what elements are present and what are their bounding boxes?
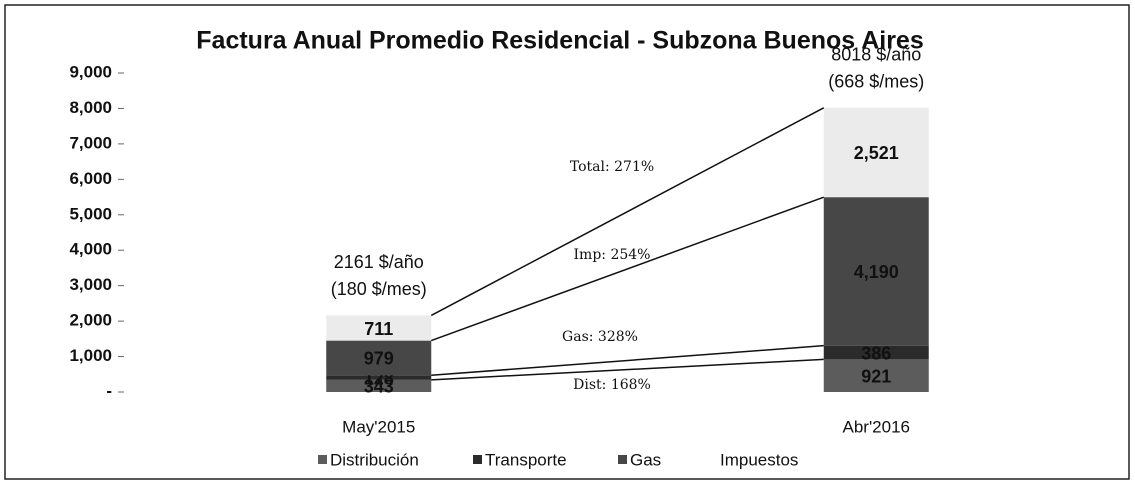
- bar-segment: [326, 375, 432, 380]
- chart-frame: [4, 4, 1130, 480]
- total-label: (180 $/mes): [331, 279, 427, 299]
- legend-label: Gas: [630, 450, 661, 469]
- growth-label: Gas: 328%: [562, 329, 638, 345]
- legend-label: Transporte: [485, 450, 567, 469]
- bar-segment: [326, 315, 432, 341]
- bar-segment: [823, 359, 929, 392]
- bar-segment: [823, 197, 929, 346]
- growth-line: [431, 344, 824, 377]
- bar-segment: [326, 340, 432, 376]
- y-tick-label: 6,000: [69, 169, 112, 188]
- x-tick-label: Abr'2016: [842, 417, 910, 436]
- bar-segment: [823, 345, 929, 360]
- growth-label: Imp: 254%: [574, 247, 651, 263]
- y-tick-label: 4,000: [69, 240, 112, 259]
- data-label: 4,190: [854, 262, 899, 282]
- growth-line: [431, 358, 824, 381]
- y-tick-label: 8,000: [69, 98, 112, 117]
- growth-label: Dist: 168%: [573, 377, 651, 393]
- legend-label: Impuestos: [720, 450, 798, 469]
- chart-title: Factura Anual Promedio Residencial - Sub…: [196, 27, 923, 55]
- bar-segment: [326, 379, 432, 392]
- bar-segment: [823, 107, 929, 198]
- total-label: (668 $/mes): [828, 72, 924, 92]
- legend-swatch: [618, 455, 627, 464]
- y-tick-label: 2,000: [69, 311, 112, 330]
- y-tick-label: -: [106, 381, 112, 400]
- y-tick-label: 7,000: [69, 133, 112, 152]
- total-label: 2161 $/año: [334, 252, 424, 272]
- growth-line: [430, 196, 825, 342]
- y-tick-label: 5,000: [69, 204, 112, 223]
- data-label: 343: [364, 377, 394, 397]
- data-label: 921: [861, 366, 891, 386]
- data-label: 979: [364, 349, 394, 369]
- x-tick-label: May'2015: [342, 417, 415, 436]
- data-label: 386: [861, 343, 891, 363]
- legend-swatch: [708, 455, 717, 464]
- legend-label: Distribución: [330, 450, 419, 469]
- legend-swatch: [318, 455, 327, 464]
- growth-line: [430, 107, 825, 317]
- y-tick-label: 9,000: [69, 62, 112, 81]
- data-label: 711: [364, 319, 393, 339]
- growth-label: Total: 271%: [570, 159, 654, 175]
- total-label: 8018 $/año: [831, 45, 921, 65]
- y-tick-label: 1,000: [69, 346, 112, 365]
- legend-swatch: [473, 455, 482, 464]
- y-tick-label: 3,000: [69, 275, 112, 294]
- data-label: 2,521: [854, 143, 899, 163]
